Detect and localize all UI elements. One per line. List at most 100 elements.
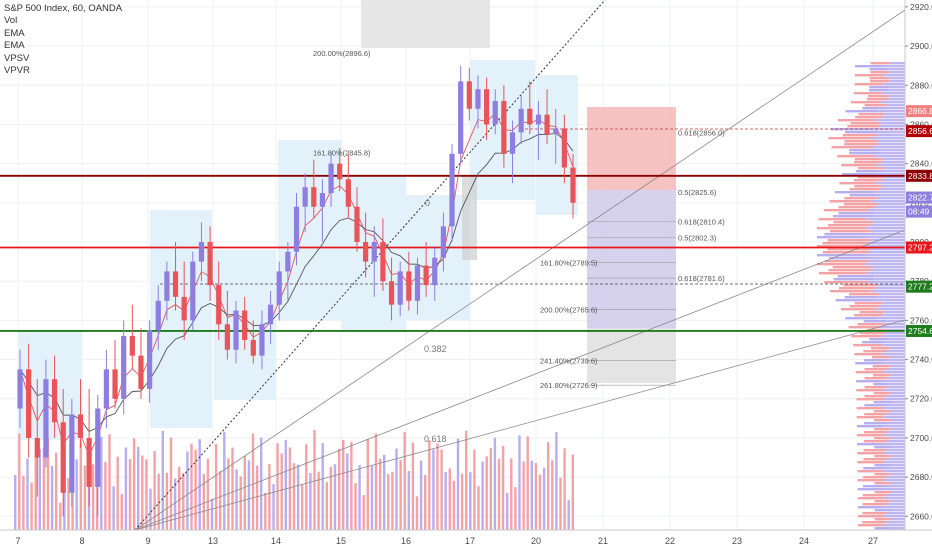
volume-profile-bar [865,263,905,266]
volume-profile-bar [856,389,884,392]
volume-bar [309,473,312,530]
legend-item-vol[interactable]: Vol [4,15,18,27]
volume-profile-bar [855,362,883,365]
volume-profile-bar [891,527,905,530]
volume-profile-bar [879,125,905,128]
volume-profile-bar [841,173,877,176]
volume-bar [337,448,341,530]
volume-bar [243,456,246,530]
volume-profile-bar [871,200,905,203]
candle-body [190,261,196,321]
volume-bar [276,443,279,530]
volume-profile-bar [878,110,905,113]
candle-body [95,408,101,487]
volume-profile-bar [858,113,885,116]
volume-profile-bar [864,368,887,371]
volume-profile-bar [849,152,880,155]
volume-bar [518,435,521,530]
volume-profile-bar [881,344,905,347]
volume-profile-bar [891,419,905,422]
volume-profile-bar [854,185,883,188]
volume-bar [14,475,17,530]
candle-body [51,379,58,423]
volume-profile-bar [873,374,891,377]
volume-profile-bar [863,440,887,443]
volume-profile-bar [882,302,905,305]
volume-bar [219,471,222,530]
volume-profile-bar [834,191,874,194]
price-tick-label: 2840.0 [910,159,932,169]
candle-body [483,89,490,125]
volume-profile-bar [859,311,885,314]
candle-body [164,271,170,301]
volume-profile-bar [889,71,905,74]
volume-profile-bar [875,206,905,209]
volume-profile-bar [886,485,905,488]
candle-body [458,81,464,154]
volume-profile-bar [883,389,905,392]
volume-profile-bar [849,188,881,191]
fib-fan-lines [134,0,906,531]
legend-item-ema-2[interactable]: EMA [4,40,25,52]
volume-profile-bar [886,404,905,407]
volume-bar [55,452,58,530]
volume-profile-bar [868,233,905,236]
candle-body [414,265,421,301]
volume-profile-bar [857,461,884,464]
volume-profile-bar [882,158,905,161]
volume-profile-bar [891,428,905,431]
candle-body [103,369,110,409]
volume-bar [145,459,148,530]
price-axis-bg [905,0,932,550]
volume-profile-bar [883,167,905,170]
volume-profile-bar [827,248,871,251]
volume-profile-bar [891,509,905,512]
candle-body [406,271,412,301]
volume-profile-bar [888,86,905,89]
volume-bar [223,432,226,530]
legend-item-vpvr[interactable]: VPVR [4,65,30,77]
fan-line-0 [134,9,906,531]
volume-profile-bar [841,164,877,167]
price-tag-label: 2856.6 [908,126,932,136]
legend-item-ema-1[interactable]: EMA [4,27,25,39]
volume-bar [547,442,550,530]
volume-profile-bar [822,251,868,254]
volume-profile-bar [829,200,872,203]
candle-body [449,153,455,227]
legend-title[interactable]: S&P 500 Index, 60, OANDA [4,3,123,14]
price-tick-label: 2860.0 [910,119,932,129]
volume-profile-bar [879,293,905,296]
volume-bar [194,449,197,530]
fan-label: 0.618 [424,434,447,444]
volume-profile-bar [873,410,892,413]
volume-bar [432,449,435,530]
volume-bar [153,451,156,530]
volume-profile-bar [864,395,887,398]
candle-body [518,108,524,133]
volume-bar [501,445,505,530]
volume-profile-bar [854,158,883,161]
volume-profile-bar [838,206,876,209]
volume-profile-bar [868,281,905,284]
legend-item-vpsv[interactable]: VPSV [4,52,30,64]
volume-profile-bar [869,77,890,80]
volume-bar [395,448,398,530]
volume-profile-bar [870,347,890,350]
volume-bar [460,473,464,530]
volume-profile-bar [832,215,873,218]
price-axis: 2920.02900.02880.02860.02840.02820.02800… [904,0,932,550]
volume-profile-bar [854,179,883,182]
volume-profile-bar [849,194,881,197]
volume-profile-bar [873,191,905,194]
volume-profile-bar [886,449,905,452]
volume-bar [305,444,308,530]
volume-bar [169,437,173,530]
volume-bar [411,442,415,530]
volume-profile-bar [830,290,872,293]
volume-bar [325,482,328,530]
volume-profile-bar [888,89,905,92]
volume-profile-bar [854,83,883,86]
